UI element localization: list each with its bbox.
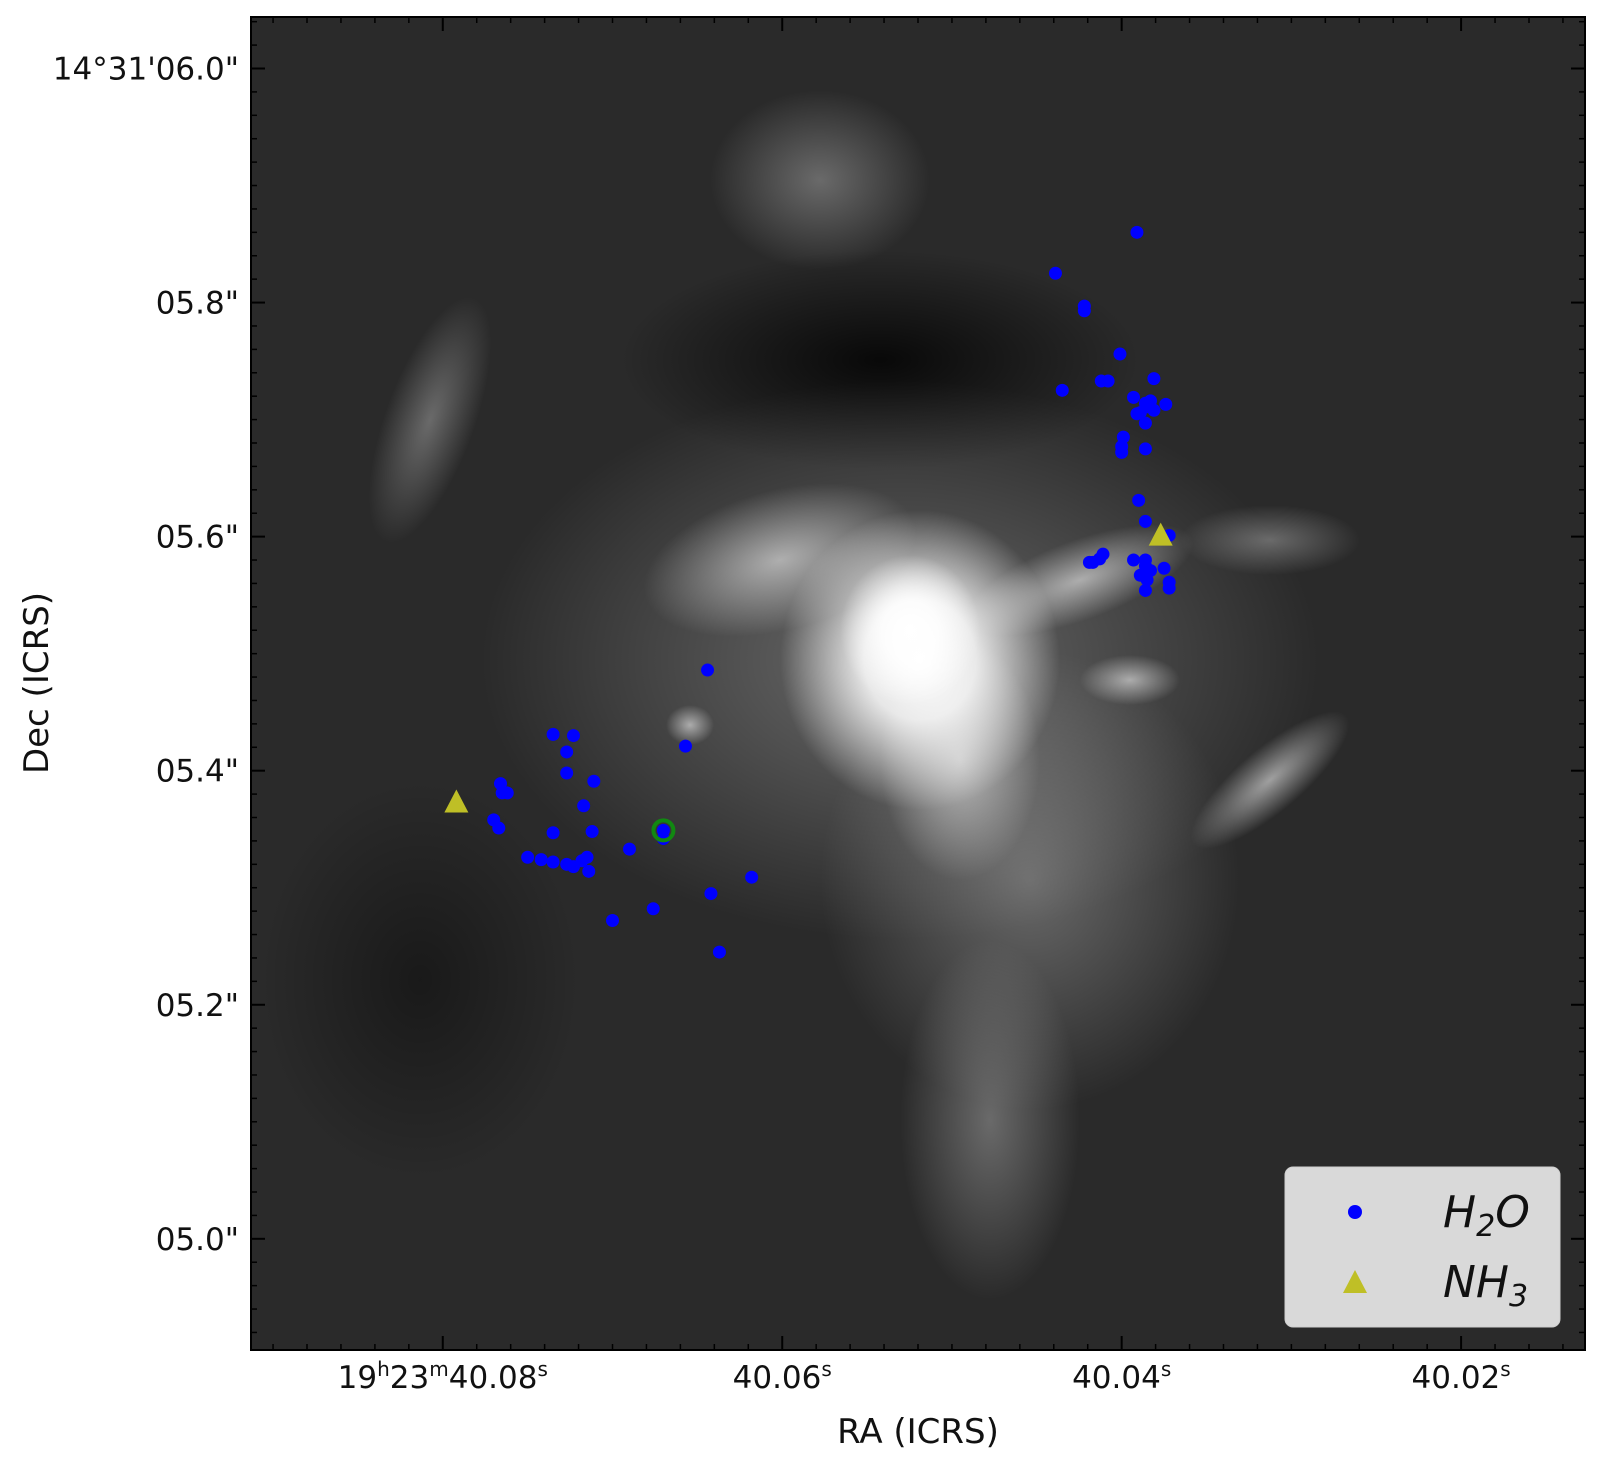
- legend-h2o-marker: [1348, 1205, 1362, 1219]
- y-tick-label: 05.0": [156, 1222, 239, 1258]
- y-axis-title: Dec (ICRS): [17, 592, 57, 774]
- h2o-maser-point: [567, 729, 580, 742]
- h2o-maser-point: [492, 822, 505, 835]
- continuum-image: [251, 17, 1585, 1350]
- h2o-maser-point: [1113, 348, 1126, 361]
- h2o-maser-point: [701, 664, 714, 677]
- h2o-maser-point: [704, 887, 717, 900]
- h2o-maser-point: [1056, 384, 1069, 397]
- x-tick-label: 19h23m40.08s: [338, 1357, 548, 1396]
- h2o-maser-point: [1139, 515, 1152, 528]
- h2o-maser-point: [1115, 446, 1128, 459]
- h2o-maser-point: [1127, 554, 1140, 567]
- h2o-maser-point: [1147, 404, 1160, 417]
- legend: H2O NH3: [1285, 1167, 1560, 1327]
- h2o-maser-point: [647, 902, 660, 915]
- h2o-maser-point: [547, 826, 560, 839]
- h2o-maser-point: [560, 745, 573, 758]
- x-tick-label: 40.04s: [1072, 1357, 1171, 1396]
- h2o-maser-point: [1127, 391, 1140, 404]
- h2o-maser-point: [582, 865, 595, 878]
- h2o-maser-point: [1147, 372, 1160, 385]
- h2o-maser-point: [547, 855, 560, 868]
- h2o-maser-point: [606, 914, 619, 927]
- h2o-maser-point: [1102, 374, 1115, 387]
- h2o-maser-point: [535, 853, 548, 866]
- h2o-maser-point: [1159, 398, 1172, 411]
- h2o-maser-point: [587, 775, 600, 788]
- h2o-maser-point: [679, 740, 692, 753]
- h2o-maser-point: [1139, 442, 1152, 455]
- x-tick-label: 40.06s: [733, 1357, 832, 1396]
- h2o-maser-point: [586, 825, 599, 838]
- h2o-maser-point: [521, 851, 534, 864]
- h2o-maser-point: [1139, 417, 1152, 430]
- h2o-maser-point: [1049, 267, 1062, 280]
- x-tick-label: 40.02s: [1412, 1357, 1511, 1396]
- h2o-maser-point: [547, 728, 560, 741]
- y-tick-label: 05.6": [156, 520, 239, 556]
- h2o-maser-point: [1139, 584, 1152, 597]
- y-tick-label: 05.2": [156, 988, 239, 1024]
- x-axis-title: RA (ICRS): [837, 1412, 999, 1452]
- h2o-maser-point: [1130, 226, 1143, 239]
- h2o-maser-point: [1132, 494, 1145, 507]
- h2o-maser-point: [623, 843, 636, 856]
- h2o-maser-point: [501, 786, 514, 799]
- h2o-maser-point: [713, 946, 726, 959]
- h2o-maser-point: [567, 860, 580, 873]
- y-tick-label: 05.8": [156, 286, 239, 322]
- h2o-maser-point: [577, 799, 590, 812]
- y-tick-label: 14°31'06.0": [53, 51, 239, 87]
- h2o-maser-point: [560, 767, 573, 780]
- h2o-maser-point: [1078, 304, 1091, 317]
- h2o-maser-point: [745, 871, 758, 884]
- h2o-maser-point: [1163, 582, 1176, 595]
- h2o-maser-point: [1158, 562, 1171, 575]
- y-tick-label: 05.4": [156, 754, 239, 790]
- h2o-maser-point: [1083, 556, 1096, 569]
